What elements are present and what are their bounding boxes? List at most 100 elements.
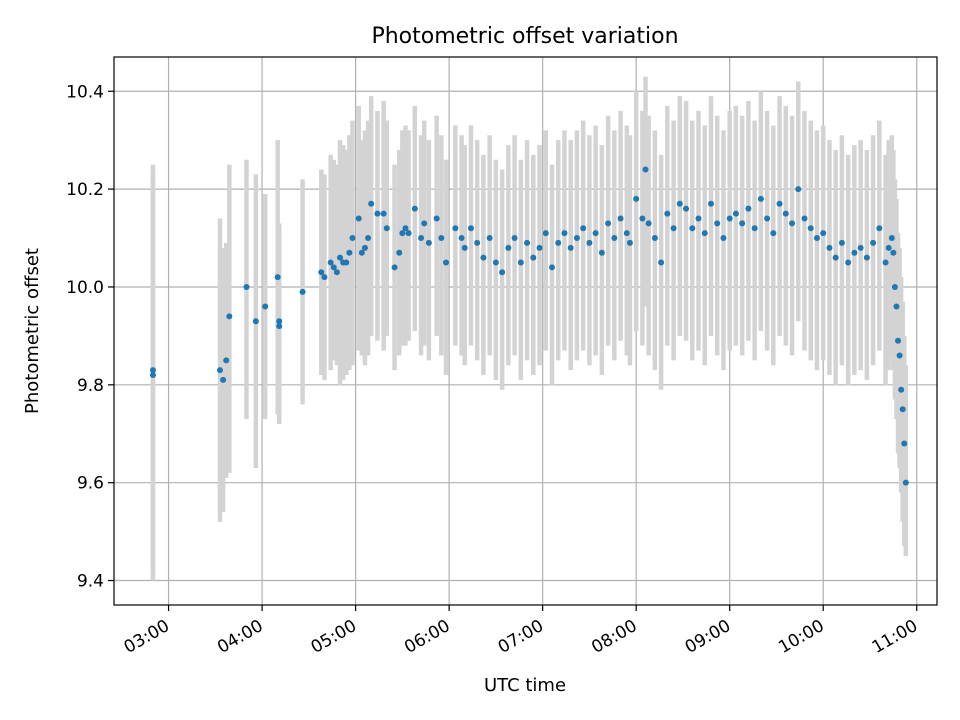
data-point [623,230,630,237]
data-point [776,200,783,207]
data-point [276,318,283,325]
data-point [243,283,250,290]
data-point [726,215,733,222]
y-axis-ticks: 9.4 9.6 9.8 10.0 10.2 10.4 [66,82,114,592]
data-point [895,337,902,344]
data-point [770,230,777,237]
data-point [486,235,493,242]
data-point [611,235,618,242]
data-point [896,352,903,359]
data-point [226,313,233,320]
data-point [555,239,562,246]
data-point [683,205,690,212]
data-point [480,254,487,261]
y-tick-label: 10.2 [66,180,104,200]
data-point [820,230,827,237]
data-point [223,357,230,364]
data-point [645,220,652,227]
data-point [732,210,739,217]
data-point [707,200,714,207]
data-point [651,235,658,242]
data-point [358,249,365,256]
data-point [252,318,259,325]
data-point [882,259,889,266]
data-point [789,220,796,227]
data-point [474,239,481,246]
data-point [346,249,353,256]
data-point [580,225,587,232]
data-point [438,235,445,242]
y-tick-label: 9.4 [77,572,104,592]
data-point [695,215,702,222]
data-point [418,235,425,242]
data-point [857,244,864,251]
data-point [899,406,906,413]
data-point [318,269,325,276]
data-point [443,259,450,266]
data-point [365,235,372,242]
data-point [355,215,362,222]
data-point [425,239,432,246]
data-point [517,259,524,266]
data-point [745,205,752,212]
data-point [832,254,839,261]
data-point [845,259,852,266]
data-point [888,235,895,242]
data-point [374,210,381,217]
data-point [617,215,624,222]
data-point [757,195,764,202]
error-bars [150,76,909,581]
data-point [220,376,227,383]
data-point [411,205,418,212]
data-point [689,225,696,232]
y-tick-label: 9.6 [77,474,104,494]
data-point [530,254,537,261]
data-point [396,249,403,256]
data-point [216,367,223,374]
data-point [664,210,671,217]
data-point [461,244,468,251]
data-point [633,195,640,202]
data-point [639,215,646,222]
data-point [676,200,683,207]
data-point [670,225,677,232]
data-point [499,269,506,276]
data-point [902,479,909,486]
data-point [795,186,802,193]
data-point [458,235,465,242]
data-point [626,239,633,246]
data-point [274,274,281,281]
data-point [807,225,814,232]
data-point [337,254,344,261]
data-point [598,249,605,256]
data-point [851,249,858,256]
data-point [368,200,375,207]
data-point [327,259,334,266]
data-point [658,259,665,266]
data-point [492,259,499,266]
data-point [402,225,409,232]
data-point [567,244,574,251]
data-point [901,440,908,447]
data-point [383,225,390,232]
data-point [536,244,543,251]
data-point [898,386,905,393]
data-point [801,215,808,222]
data-point [299,288,306,295]
x-axis-label: UTC time [484,675,566,696]
data-point [813,235,820,242]
data-point [333,269,340,276]
data-point [893,303,900,310]
y-tick-label: 10.4 [66,82,104,102]
data-point [885,244,892,251]
data-point [548,264,555,271]
y-tick-label: 9.8 [77,376,104,396]
chart-title: Photometric offset variation [371,24,678,49]
y-axis-label: Photometric offset [22,248,43,414]
y-tick-label: 10.0 [66,278,104,298]
data-point [399,230,406,237]
data-point [524,239,531,246]
data-point [330,264,337,271]
data-point [586,239,593,246]
